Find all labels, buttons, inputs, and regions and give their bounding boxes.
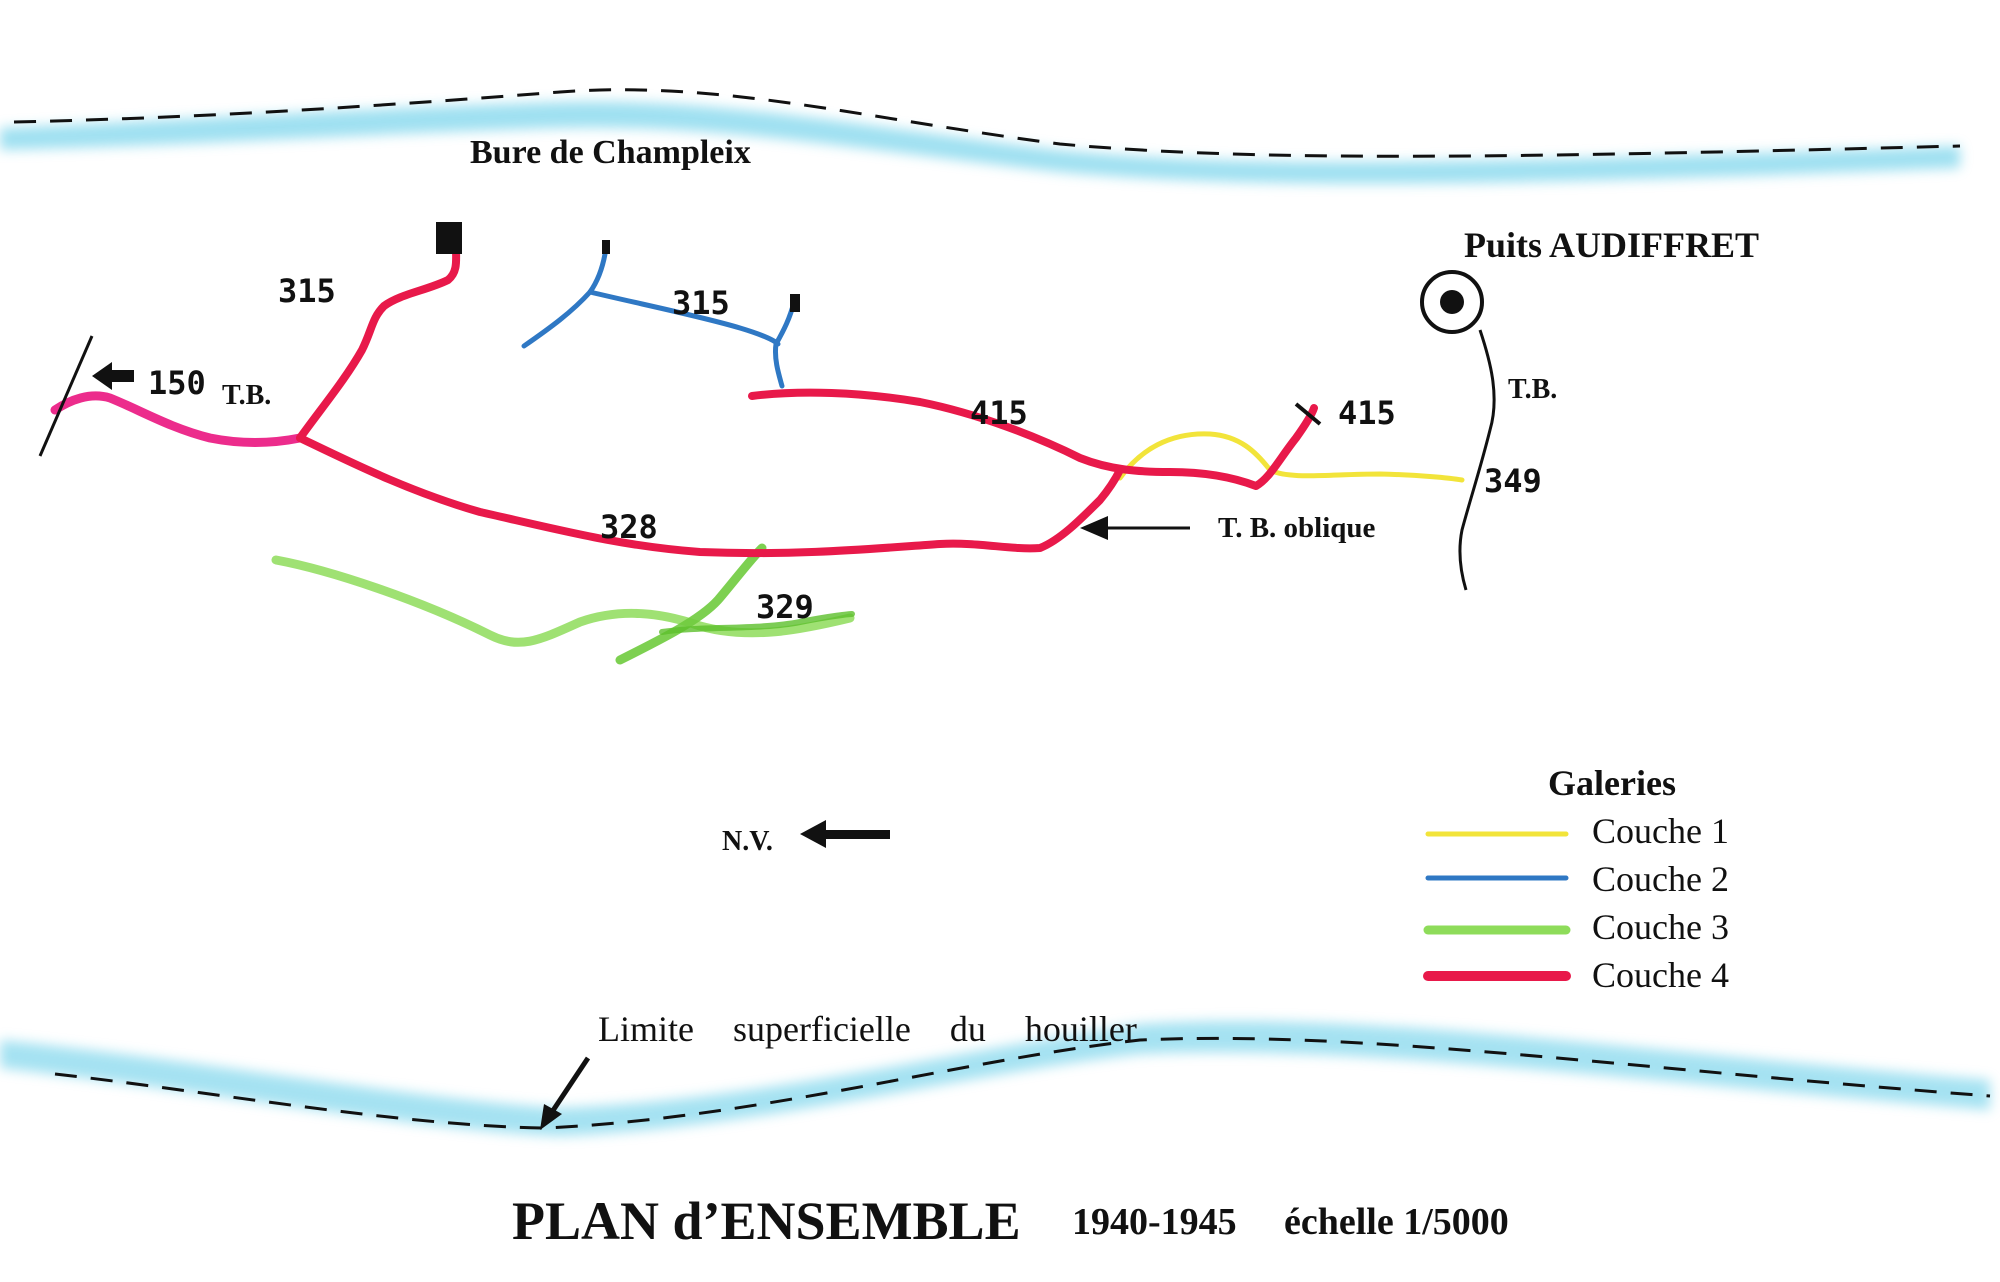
legend-item-couche4: Couche 4 <box>1592 955 1729 995</box>
gallery-couche4-328 <box>296 434 1124 558</box>
couche4-galleries <box>50 222 1318 558</box>
top-boundary-wash <box>0 101 1960 184</box>
map-years: 1940-1945 <box>1072 1201 1237 1243</box>
target-circle-icon <box>1420 270 1484 334</box>
tb-right-label: T.B. <box>1508 374 1558 405</box>
gallery-couche3-branch <box>615 543 767 665</box>
gallery-couche3-329 <box>659 611 855 635</box>
bottom-boundary-line <box>54 1036 1991 1130</box>
gallery-couche4-315 <box>296 244 461 442</box>
arrow-left-icon <box>92 362 134 390</box>
top-boundary-line <box>13 88 1961 158</box>
tb-left-label: T.B. <box>222 380 272 411</box>
legend-item-couche1: Couche 1 <box>1592 811 1729 851</box>
level-label-315-red: 315 <box>278 272 336 310</box>
couche2-galleries <box>521 240 800 389</box>
arrow-left-icon <box>800 820 890 848</box>
bottom-boundary <box>0 1021 1991 1136</box>
west-limit-line <box>38 335 94 457</box>
map-title: PLAN d’ENSEMBLE <box>512 1191 1021 1251</box>
gallery-couche3-west <box>271 555 855 647</box>
level-label-150: 150 <box>148 364 206 402</box>
couche2-end-marker <box>602 240 610 254</box>
tb-oblique-label: T. B. oblique <box>1218 512 1376 544</box>
level-label-315-blue: 315 <box>672 284 730 322</box>
boundary-arrow-icon <box>540 1056 591 1130</box>
level-label-349: 349 <box>1484 462 1542 500</box>
top-boundary <box>0 88 1961 184</box>
legend-title: Galeries <box>1548 763 1676 803</box>
level-label-328: 328 <box>600 508 658 546</box>
gallery-couche2-main <box>587 289 781 347</box>
couche3-galleries <box>271 543 855 665</box>
gallery-couche2-west <box>521 245 609 349</box>
gallery-couche4-150 <box>50 391 305 447</box>
arrow-left-icon <box>1080 516 1190 540</box>
puits-audiffret-label: Puits AUDIFFRET <box>1464 225 1760 265</box>
terminal-tick-415 <box>1294 402 1322 426</box>
legend-item-couche2: Couche 2 <box>1592 859 1729 899</box>
travers-banc-right <box>1458 329 1496 591</box>
legend-swatches <box>1423 831 1571 981</box>
gallery-couche4-415 <box>748 388 1318 490</box>
boundary-label: Limite superficielle du houiller <box>598 1009 1137 1049</box>
level-label-415-mid: 415 <box>970 394 1028 432</box>
bottom-boundary-wash <box>0 1021 1990 1136</box>
map-scale: échelle 1/5000 <box>1284 1201 1509 1243</box>
level-label-415-right: 415 <box>1338 394 1396 432</box>
level-label-329: 329 <box>756 588 814 626</box>
couche4-end-marker <box>436 222 462 254</box>
couche2-end-marker <box>790 294 800 312</box>
bure-de-champleix-label: Bure de Champleix <box>470 134 751 171</box>
legend-item-couche3: Couche 3 <box>1592 907 1729 947</box>
gallery-couche2-branch-down <box>773 341 785 389</box>
nv-label: N.V. <box>722 826 773 857</box>
